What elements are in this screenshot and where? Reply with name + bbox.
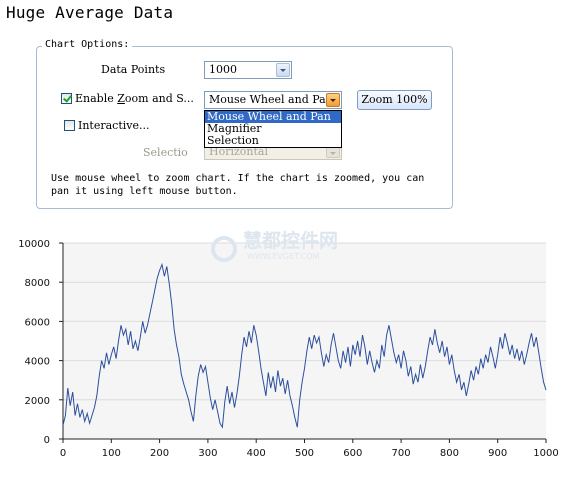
data-points-select[interactable]: 1000 (204, 61, 292, 79)
watermark: 慧都控件网 WWW.EVGET.COM (211, 229, 338, 262)
x-tick-label: 0 (60, 448, 66, 459)
x-tick-label: 900 (488, 448, 507, 459)
x-tick-label: 500 (295, 448, 314, 459)
x-tick-label: 700 (392, 448, 411, 459)
selection-value: Horizontal (209, 145, 268, 158)
enable-zoom-checkbox[interactable] (61, 93, 72, 104)
plot-area[interactable] (63, 243, 546, 439)
line-chart[interactable]: 慧都控件网 WWW.EVGET.COM 0 100 200 300 400 500 600 7… (0, 228, 570, 482)
zoom-mode-option-magnifier[interactable]: Magnifier (207, 122, 262, 135)
zoom-100-button[interactable]: Zoom 100% (357, 90, 432, 110)
zoom-mode-dropdown-list: Mouse Wheel and Pan Magnifier Selection (204, 110, 342, 148)
x-tick-label: 1000 (533, 448, 558, 459)
y-tick-label: 4000 (25, 357, 50, 368)
x-tick-label: 600 (343, 448, 362, 459)
watermark-logo-icon (211, 236, 237, 262)
watermark-url: WWW.EVGET.COM (247, 252, 320, 261)
zoom-mode-select[interactable]: Mouse Wheel and Pan (204, 91, 342, 109)
chevron-down-icon[interactable] (326, 93, 340, 107)
interactive-label[interactable]: Interactive... (78, 119, 150, 132)
zoom-mode-value: Mouse Wheel and Pan (209, 93, 333, 106)
chevron-down-icon[interactable] (276, 63, 290, 77)
y-tick-label: 6000 (25, 317, 50, 328)
series-line (62, 262, 547, 429)
x-tick-label: 100 (102, 448, 121, 459)
zoom-mode-option-mouse-wheel[interactable]: Mouse Wheel and Pan (205, 111, 341, 123)
y-tick-label: 8000 (25, 278, 50, 289)
x-tick-label: 400 (247, 448, 266, 459)
y-tick-label: 10000 (18, 239, 50, 250)
y-tick-label: 0 (44, 435, 50, 446)
selection-label: Selectio (143, 146, 188, 159)
page-title: Huge Average Data (6, 3, 174, 22)
watermark-text: 慧都控件网 (243, 229, 338, 252)
x-tick-label: 300 (198, 448, 217, 459)
enable-zoom-label[interactable]: Enable Zoom and S... (75, 92, 194, 105)
y-tick-label: 2000 (25, 396, 50, 407)
interactive-checkbox[interactable] (64, 120, 75, 131)
x-tick-label: 800 (440, 448, 459, 459)
chart-options-group: Chart Options: (36, 39, 453, 209)
zoom-description: Use mouse wheel to zoom chart. If the ch… (51, 173, 425, 197)
x-tick-label: 200 (150, 448, 169, 459)
chart-options-legend: Chart Options: (42, 39, 133, 50)
zoom-mode-option-selection[interactable]: Selection (207, 134, 259, 147)
data-points-value: 1000 (209, 63, 237, 76)
data-points-label: Data Points (101, 63, 166, 76)
